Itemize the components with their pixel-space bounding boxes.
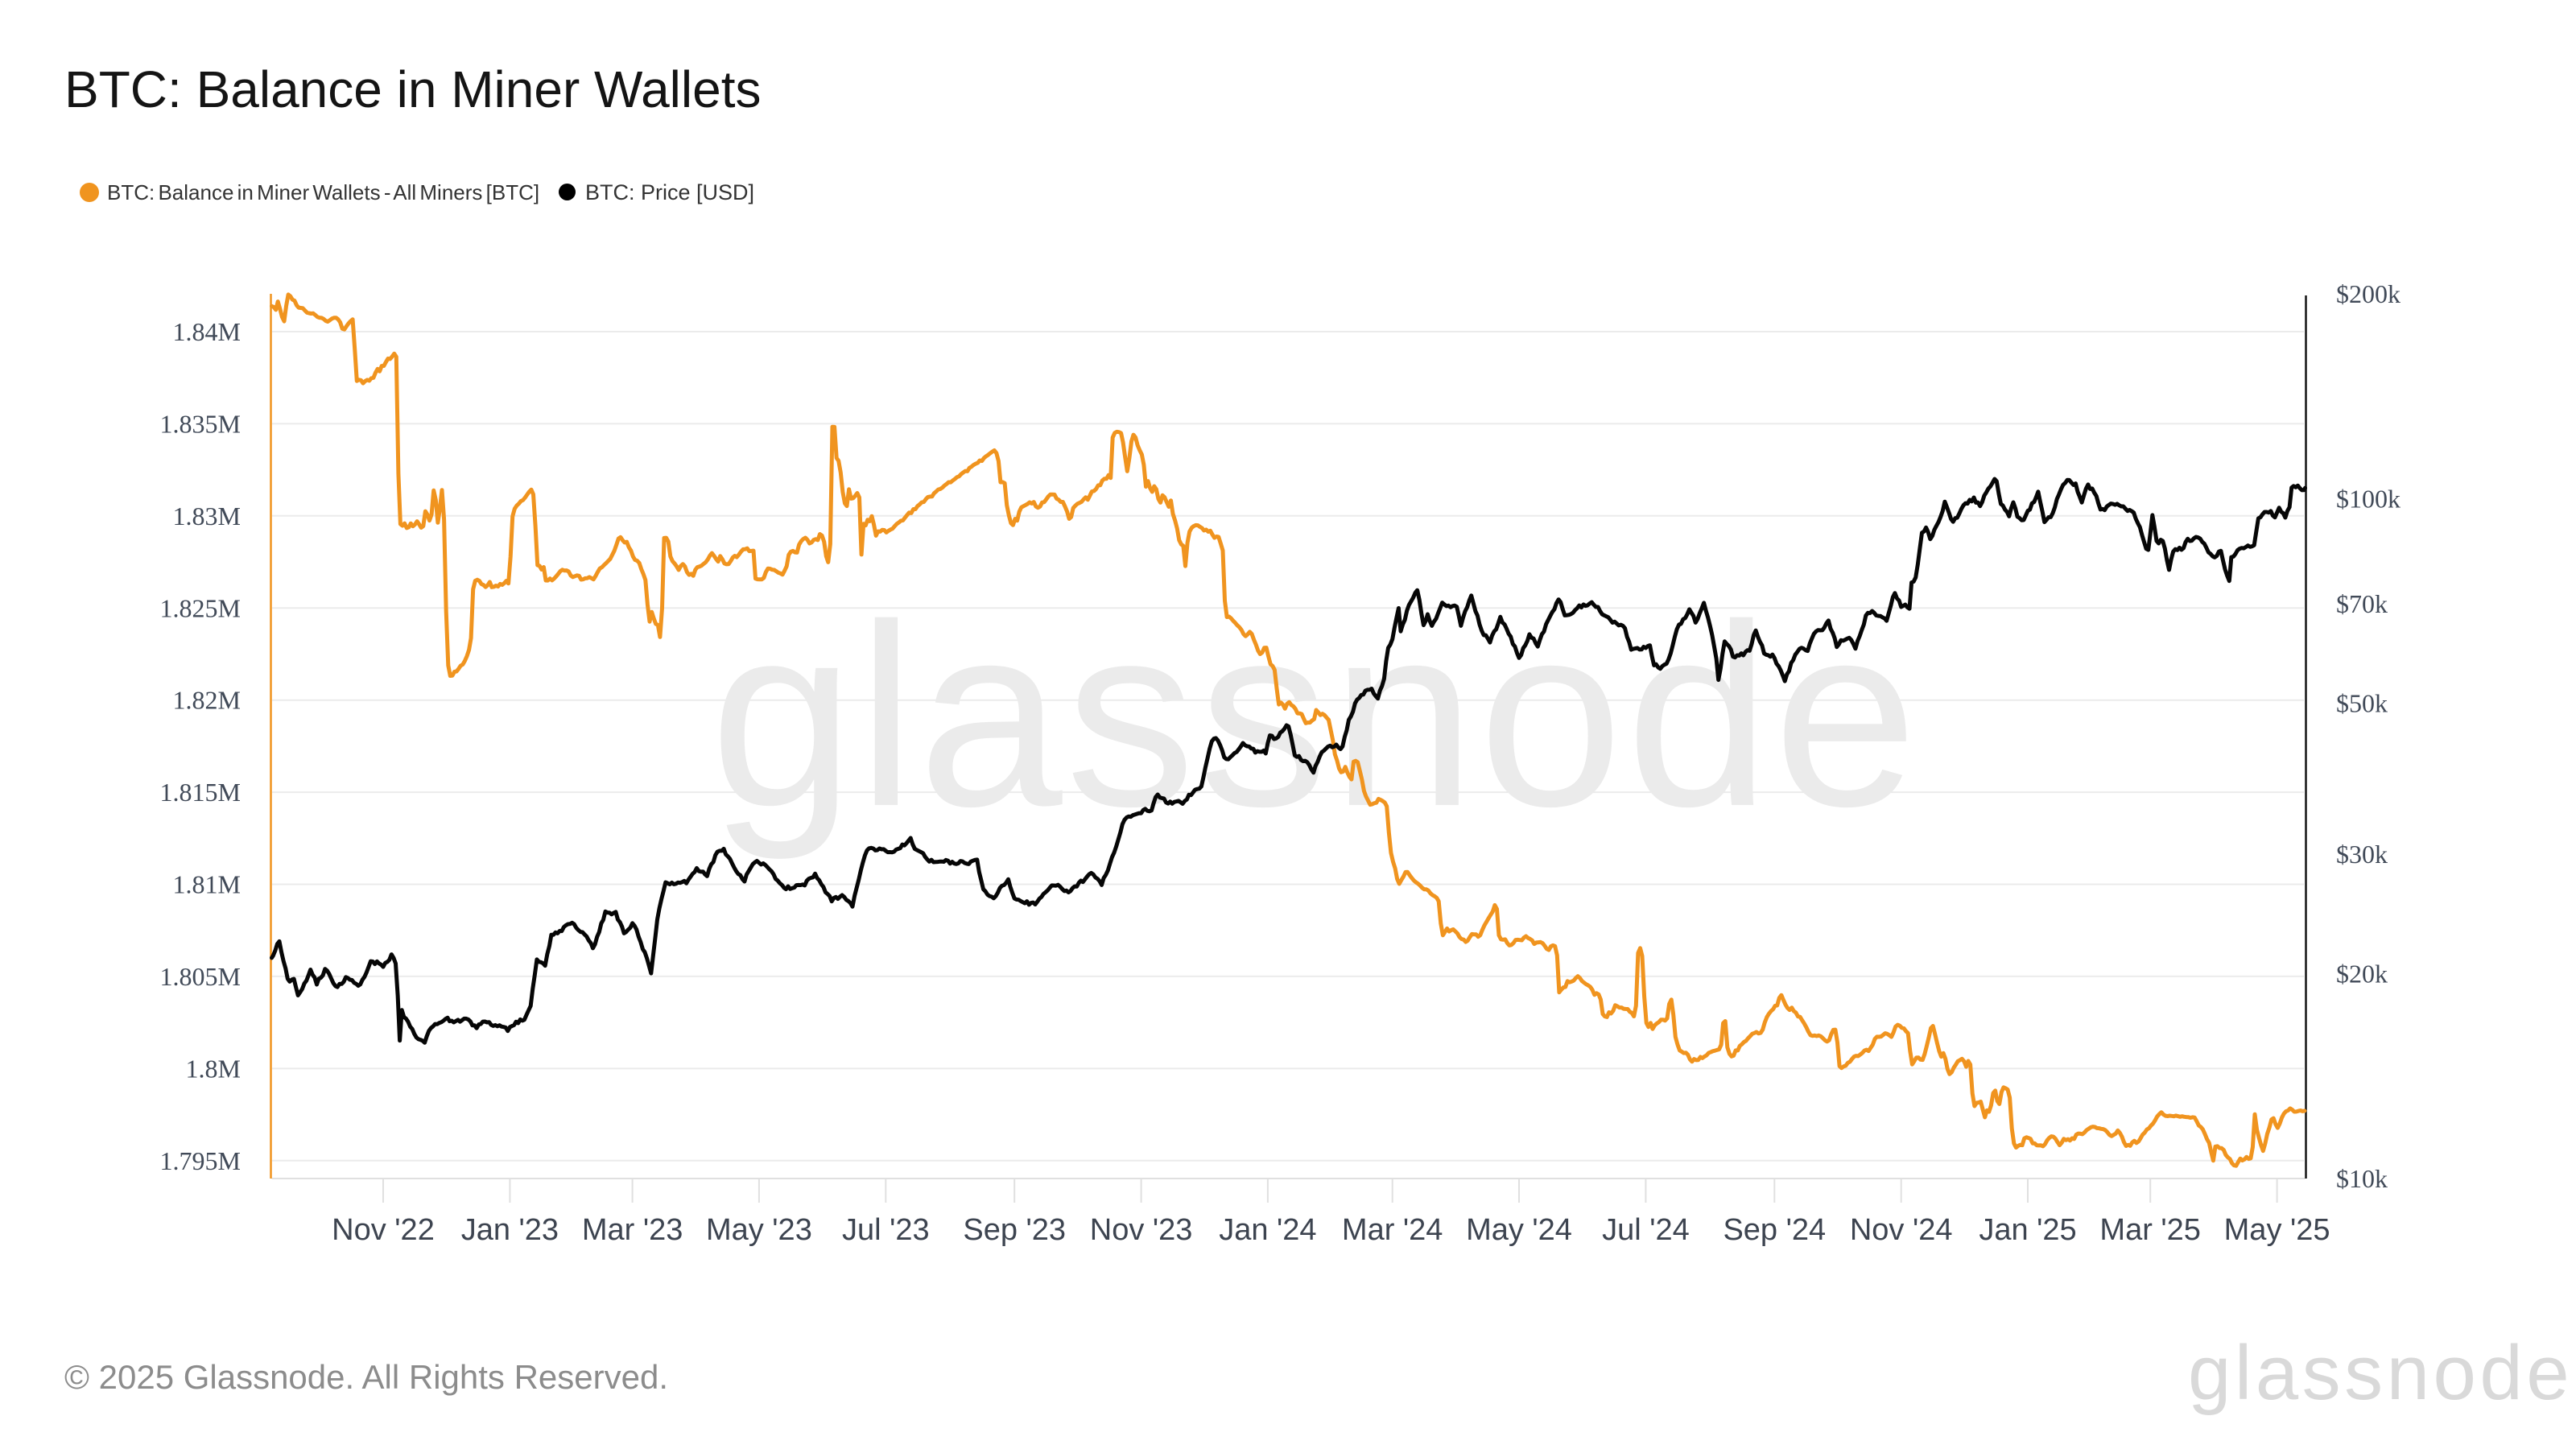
svg-text:$50k: $50k [2336,689,2388,718]
svg-text:1.8M: 1.8M [186,1054,241,1083]
svg-text:$200k: $200k [2336,279,2401,308]
svg-text:$10k: $10k [2336,1164,2388,1193]
svg-text:$30k: $30k [2336,840,2388,869]
svg-text:Nov '24: Nov '24 [1850,1213,1953,1247]
svg-text:May '23: May '23 [706,1213,812,1247]
svg-text:$20k: $20k [2336,960,2388,989]
svg-text:Sep '24: Sep '24 [1723,1213,1826,1247]
svg-text:Jul '24: Jul '24 [1602,1213,1690,1247]
svg-text:Jan '23: Jan '23 [461,1213,559,1247]
svg-text:$70k: $70k [2336,589,2388,618]
svg-text:1.83M: 1.83M [173,502,241,530]
svg-text:1.805M: 1.805M [160,962,241,991]
svg-text:Jul '23: Jul '23 [842,1213,930,1247]
svg-text:Jan '25: Jan '25 [1979,1213,2076,1247]
svg-text:1.795M: 1.795M [160,1146,241,1175]
svg-text:Sep '23: Sep '23 [963,1213,1066,1247]
svg-text:Nov '22: Nov '22 [332,1213,435,1247]
svg-text:1.825M: 1.825M [160,593,241,622]
svg-text:1.84M: 1.84M [173,317,241,346]
svg-text:glassnode: glassnode [2188,1330,2573,1416]
svg-text:Mar '24: Mar '24 [1342,1213,1443,1247]
svg-text:Mar '25: Mar '25 [2099,1213,2201,1247]
svg-text:$100k: $100k [2336,484,2401,513]
svg-text:1.815M: 1.815M [160,778,241,807]
svg-text:1.835M: 1.835M [160,409,241,438]
svg-text:Jan '24: Jan '24 [1219,1213,1316,1247]
svg-text:Nov '23: Nov '23 [1090,1213,1193,1247]
svg-text:Mar '23: Mar '23 [582,1213,683,1247]
svg-text:1.81M: 1.81M [173,870,241,899]
svg-text:May '25: May '25 [2224,1213,2330,1247]
svg-text:1.82M: 1.82M [173,686,241,715]
svg-text:May '24: May '24 [1466,1213,1572,1247]
